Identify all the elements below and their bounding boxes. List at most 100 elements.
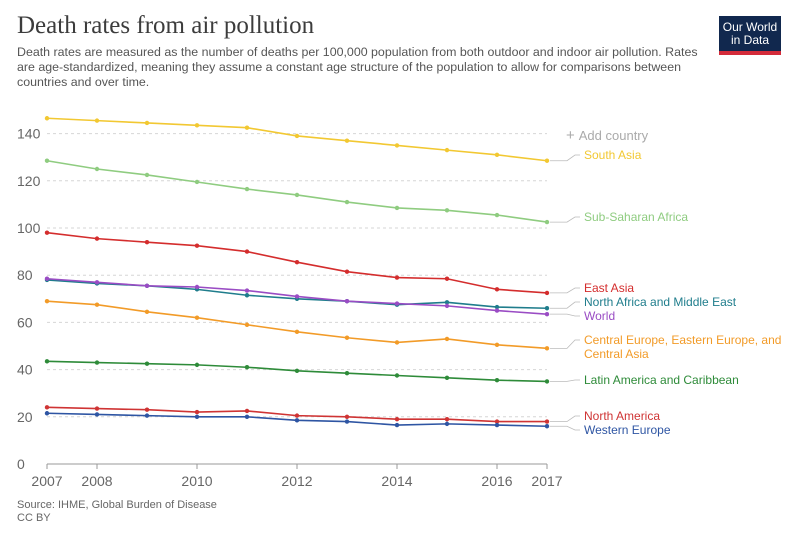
data-point[interactable] — [344, 199, 350, 205]
series-line[interactable] — [46, 117, 548, 162]
data-point[interactable] — [44, 276, 50, 281]
data-point[interactable] — [394, 340, 400, 345]
data-point[interactable] — [394, 422, 400, 428]
data-point[interactable] — [444, 421, 450, 427]
data-point[interactable] — [444, 147, 450, 153]
data-point[interactable] — [344, 269, 350, 274]
data-point[interactable] — [544, 419, 550, 424]
data-point[interactable] — [244, 365, 250, 370]
data-point[interactable] — [294, 413, 300, 418]
data-point[interactable] — [244, 322, 250, 327]
data-point[interactable] — [494, 342, 500, 348]
data-point[interactable] — [394, 275, 400, 280]
data-point[interactable] — [144, 120, 150, 126]
data-point[interactable] — [244, 186, 250, 192]
data-point[interactable] — [544, 290, 550, 296]
data-point[interactable] — [494, 304, 500, 310]
data-point[interactable] — [494, 419, 500, 424]
data-point[interactable] — [144, 283, 150, 289]
data-point[interactable] — [494, 422, 500, 428]
data-point[interactable] — [94, 406, 100, 411]
add-country-button[interactable]: + Add country — [566, 127, 648, 144]
data-point[interactable] — [294, 260, 300, 265]
data-point[interactable] — [44, 230, 50, 235]
data-point[interactable] — [94, 118, 100, 123]
data-point[interactable] — [344, 298, 350, 304]
data-point[interactable] — [344, 370, 350, 376]
data-point[interactable] — [94, 302, 100, 307]
series-label[interactable]: Western Europe — [584, 423, 671, 437]
data-point[interactable] — [44, 158, 50, 163]
data-point[interactable] — [544, 311, 550, 317]
data-point[interactable] — [144, 239, 150, 245]
data-point[interactable] — [144, 309, 150, 314]
data-point[interactable] — [244, 414, 250, 419]
series-label[interactable]: North Africa and Middle East — [584, 295, 737, 309]
data-point[interactable] — [44, 116, 50, 121]
data-point[interactable] — [44, 411, 50, 416]
data-point[interactable] — [544, 219, 550, 225]
data-point[interactable] — [344, 419, 350, 424]
data-point[interactable] — [144, 407, 150, 412]
data-point[interactable] — [394, 373, 400, 378]
data-point[interactable] — [244, 293, 250, 298]
series-label[interactable]: Latin America and Caribbean — [584, 373, 739, 387]
data-point[interactable] — [444, 208, 450, 213]
data-point[interactable] — [544, 379, 550, 384]
data-point[interactable] — [344, 138, 350, 143]
data-point[interactable] — [444, 300, 450, 305]
series-label[interactable]: Central Asia — [584, 347, 649, 361]
data-point[interactable] — [544, 158, 550, 163]
data-point[interactable] — [294, 418, 300, 423]
data-point[interactable] — [294, 294, 300, 299]
data-point[interactable] — [44, 298, 50, 304]
data-point[interactable] — [44, 359, 50, 364]
data-point[interactable] — [394, 205, 400, 211]
owid-logo[interactable]: Our World in Data — [719, 16, 781, 55]
data-point[interactable] — [444, 336, 450, 342]
data-point[interactable] — [294, 368, 300, 373]
data-point[interactable] — [94, 236, 100, 241]
data-point[interactable] — [444, 303, 450, 309]
data-point[interactable] — [194, 243, 200, 248]
data-point[interactable] — [294, 192, 300, 198]
data-point[interactable] — [344, 414, 350, 419]
data-point[interactable] — [194, 362, 200, 368]
data-point[interactable] — [94, 412, 100, 417]
data-point[interactable] — [544, 306, 550, 311]
data-point[interactable] — [194, 409, 200, 415]
data-point[interactable] — [394, 143, 400, 148]
data-point[interactable] — [494, 152, 500, 158]
series-label[interactable]: World — [584, 309, 615, 323]
data-point[interactable] — [494, 378, 500, 383]
data-point[interactable] — [394, 301, 400, 306]
data-point[interactable] — [344, 335, 350, 340]
data-point[interactable] — [244, 408, 250, 414]
series-label[interactable]: Central Europe, Eastern Europe, and — [584, 333, 781, 347]
data-point[interactable] — [544, 424, 550, 429]
data-point[interactable] — [194, 179, 200, 185]
data-point[interactable] — [194, 284, 200, 290]
data-point[interactable] — [544, 346, 550, 351]
data-point[interactable] — [494, 308, 500, 313]
series-label[interactable]: North America — [584, 409, 660, 423]
data-point[interactable] — [494, 287, 500, 292]
data-point[interactable] — [244, 125, 250, 130]
data-point[interactable] — [144, 172, 150, 178]
data-point[interactable] — [144, 361, 150, 366]
series-label[interactable]: Sub-Saharan Africa — [584, 210, 688, 224]
data-point[interactable] — [94, 280, 100, 285]
data-point[interactable] — [244, 249, 250, 254]
data-point[interactable] — [444, 416, 450, 422]
data-point[interactable] — [94, 360, 100, 365]
data-point[interactable] — [394, 416, 400, 422]
data-point[interactable] — [44, 405, 50, 410]
data-point[interactable] — [194, 315, 200, 320]
data-point[interactable] — [244, 288, 250, 293]
data-point[interactable] — [294, 133, 300, 139]
data-point[interactable] — [194, 123, 200, 128]
series-label[interactable]: South Asia — [584, 148, 642, 162]
data-point[interactable] — [444, 375, 450, 381]
data-point[interactable] — [194, 414, 200, 419]
series-line[interactable] — [46, 159, 548, 223]
